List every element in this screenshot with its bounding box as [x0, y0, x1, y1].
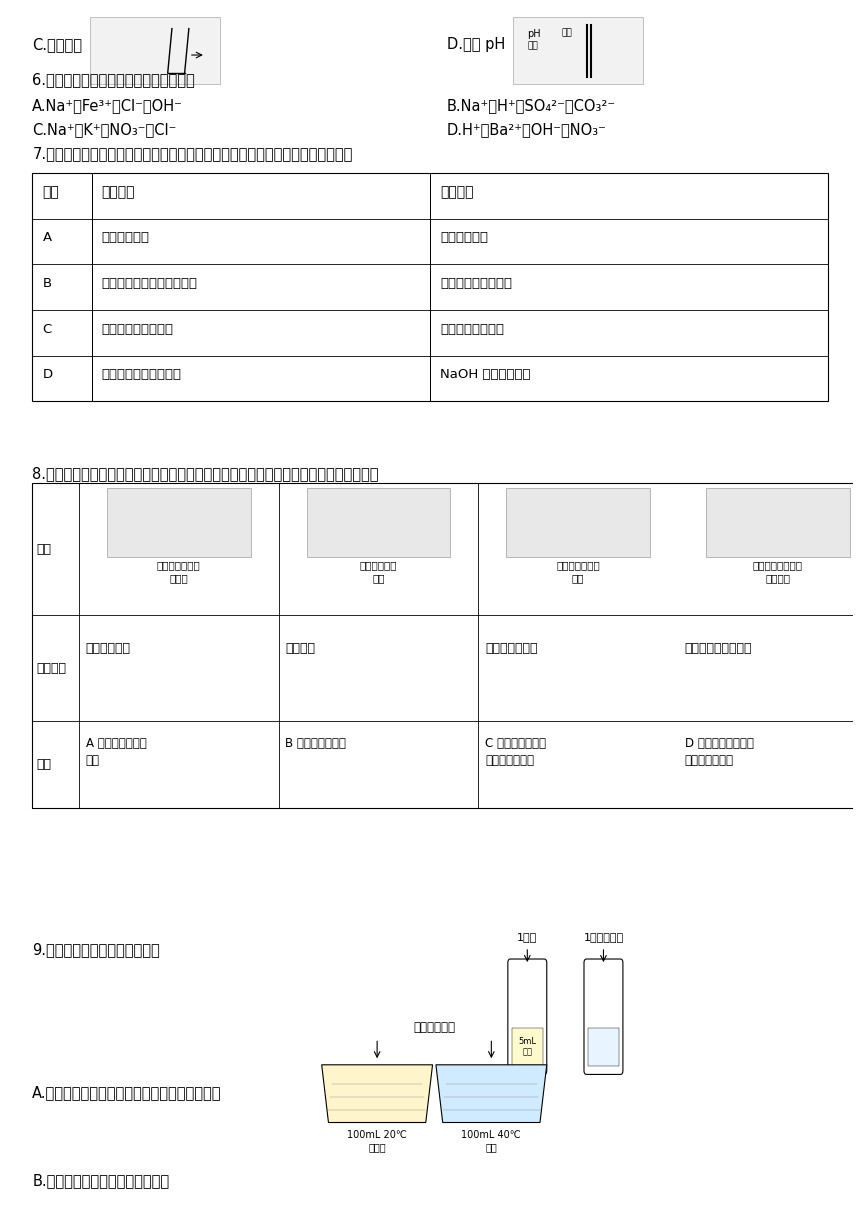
Text: NaOH 可与油脂反应: NaOH 可与油脂反应 [440, 368, 531, 382]
Text: C.振荡试管: C.振荡试管 [33, 36, 83, 52]
Text: 1粒高锰酸钾: 1粒高锰酸钾 [583, 933, 624, 942]
FancyBboxPatch shape [513, 17, 643, 84]
Text: B.探究温度对分子运动快慢的影响: B.探究温度对分子运动快慢的影响 [33, 1173, 169, 1188]
Text: 测定结果偏大: 测定结果偏大 [86, 642, 131, 654]
Text: D.测定 pH: D.测定 pH [447, 36, 505, 52]
Bar [706, 489, 850, 557]
Text: C 可能是温度未达
到铁丝的着火点: C 可能是温度未达 到铁丝的着火点 [485, 737, 546, 766]
Text: 等质量的品红: 等质量的品红 [414, 1020, 455, 1034]
Text: 6.下列离子在溶液中能大量共存的一组是: 6.下列离子在溶液中能大量共存的一组是 [33, 72, 195, 86]
Text: D.H⁺、Ba²⁺、OH⁻、NO₃⁻: D.H⁺、Ba²⁺、OH⁻、NO₃⁻ [447, 123, 607, 137]
Text: 1粒碘: 1粒碘 [517, 933, 538, 942]
Text: 7.劳动课程标准要求学生承担家庭劳动，下列项目与所涉及的化学知识不相符的是: 7.劳动课程标准要求学生承担家庭劳动，下列项目与所涉及的化学知识不相符的是 [33, 146, 353, 162]
Text: 试纸: 试纸 [527, 41, 538, 51]
FancyBboxPatch shape [89, 17, 220, 84]
Text: 验证氧气的化学
性质: 验证氧气的化学 性质 [556, 561, 600, 582]
Text: 往自制净水器内放入活性炭: 往自制净水器内放入活性炭 [101, 277, 198, 289]
Text: 劳动项目: 劳动项目 [101, 185, 135, 199]
Text: 异常情况: 异常情况 [37, 662, 66, 675]
Text: D: D [42, 368, 52, 382]
Text: C: C [42, 322, 52, 336]
Text: pH: pH [527, 29, 541, 39]
Text: 100mL 20℃
的酒精: 100mL 20℃ 的酒精 [347, 1130, 407, 1152]
Text: 化学知识: 化学知识 [440, 185, 474, 199]
Text: 燃气燃烧放热: 燃气燃烧放热 [440, 231, 488, 244]
Bar [107, 489, 250, 557]
Text: 选项: 选项 [42, 185, 59, 199]
Text: 物质发生缓慢氧化: 物质发生缓慢氧化 [440, 322, 504, 336]
Text: 除去粗盐中的
泥沙: 除去粗盐中的 泥沙 [359, 561, 397, 582]
Text: 检验实验室制出的
二氧化碳: 检验实验室制出的 二氧化碳 [752, 561, 802, 582]
Text: 澄清石灰水未变浑浊: 澄清石灰水未变浑浊 [685, 642, 752, 654]
Text: D 可能是二氧化碳中
混有氯化氢气体: D 可能是二氧化碳中 混有氯化氢气体 [685, 737, 753, 766]
Text: C.Na⁺、K⁺、NO₃⁻、Cl⁻: C.Na⁺、K⁺、NO₃⁻、Cl⁻ [33, 123, 176, 137]
Polygon shape [436, 1065, 547, 1122]
Text: B.Na⁺、H⁺、SO₄²⁻、CO₃²⁻: B.Na⁺、H⁺、SO₄²⁻、CO₃²⁻ [447, 98, 616, 113]
Text: 用燃气灶炒菜: 用燃气灶炒菜 [101, 231, 150, 244]
Bar [512, 1028, 543, 1066]
Bar [588, 1028, 618, 1066]
Text: 滤液浑浊: 滤液浑浊 [286, 642, 316, 654]
Text: 9.下列实验设计能达到目的的是: 9.下列实验设计能达到目的的是 [33, 942, 160, 957]
Text: 选项: 选项 [37, 758, 52, 771]
Text: 100mL 40℃
的水: 100mL 40℃ 的水 [462, 1130, 521, 1152]
Bar [33, 483, 860, 807]
Text: 5mL
汽油: 5mL 汽油 [519, 1037, 537, 1057]
Text: 8.化学实验中常出现「出乎意料」的现象或结果，下列对相关异常情况的解释不合理的是: 8.化学实验中常出现「出乎意料」的现象或结果，下列对相关异常情况的解释不合理的是 [33, 466, 378, 482]
Text: A 可能是红磷的量
不足: A 可能是红磷的量 不足 [86, 737, 146, 766]
Text: A.Na⁺、Fe³⁺、Cl⁻、OH⁻: A.Na⁺、Fe³⁺、Cl⁻、OH⁻ [33, 98, 183, 113]
Text: 实验: 实验 [37, 542, 52, 556]
Text: A: A [42, 231, 52, 244]
Text: 未看到火星四射: 未看到火星四射 [485, 642, 538, 654]
Bar [507, 489, 650, 557]
Bar [306, 489, 451, 557]
Polygon shape [322, 1065, 433, 1122]
Text: 用厨余垃圾自制花蜂: 用厨余垃圾自制花蜂 [101, 322, 174, 336]
Text: B: B [42, 277, 52, 289]
Text: 活性炭具有催化作用: 活性炭具有催化作用 [440, 277, 513, 289]
Text: 用炉具清洁剂去除油污: 用炉具清洁剂去除油污 [101, 368, 181, 382]
Text: A.室温下，探究不同溶质在同种溶剂中的溶解性: A.室温下，探究不同溶质在同种溶剂中的溶解性 [33, 1085, 222, 1100]
Text: 镊子: 镊子 [561, 29, 572, 38]
Bar [33, 173, 827, 401]
Text: B 可能是滤纸破损: B 可能是滤纸破损 [286, 737, 347, 749]
Text: 测定空气中氧气
的含量: 测定空气中氧气 的含量 [157, 561, 200, 582]
